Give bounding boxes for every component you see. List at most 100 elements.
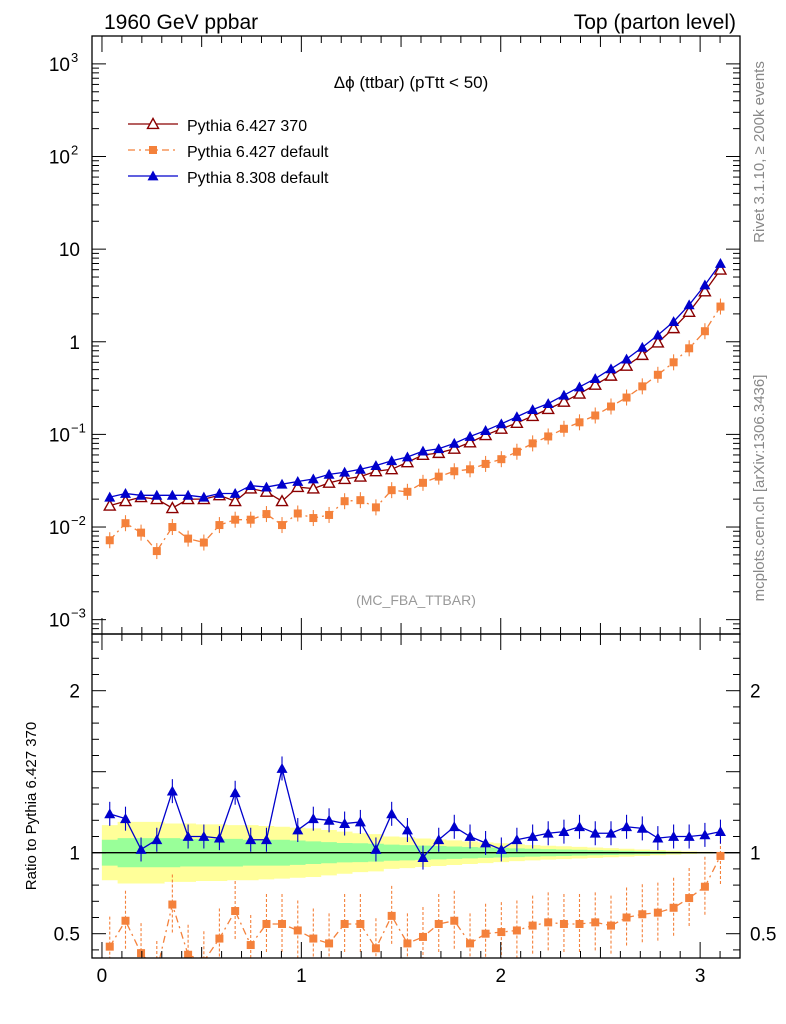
data-point — [558, 389, 570, 400]
ratio-point — [260, 834, 272, 845]
ratio-point — [591, 918, 600, 927]
data-point — [152, 547, 161, 556]
data-point — [103, 498, 117, 511]
ratio-axes: 0.5 0.5 1 1 2 2 0 1 2 3 — [54, 634, 776, 987]
ratio-point — [559, 919, 568, 928]
y-tick-label: 10 — [49, 518, 70, 539]
data-point — [713, 262, 728, 275]
ratio-point — [544, 918, 553, 927]
data-point — [215, 521, 224, 530]
ratio-point — [151, 834, 163, 845]
ratio-point — [589, 827, 601, 838]
ratio-data-layer — [92, 756, 740, 958]
data-point — [636, 341, 648, 352]
data-point — [293, 509, 302, 518]
process-label: Top (parton level) — [574, 11, 736, 34]
data-point — [481, 459, 490, 468]
ratio-point — [121, 916, 130, 925]
ratio-point — [481, 929, 490, 938]
y-tick-label: 1 — [69, 333, 80, 354]
ratio-point — [466, 939, 475, 948]
x-tick-label: 0 — [97, 966, 108, 987]
ratio-point — [340, 919, 349, 928]
data-point — [604, 368, 618, 381]
data-point — [433, 443, 445, 454]
ratio-point — [292, 824, 304, 835]
ratio-point — [104, 808, 116, 819]
data-point — [464, 430, 476, 441]
ratio-point — [699, 829, 711, 840]
ratio-y-tick-label-right: 2 — [750, 682, 761, 703]
data-point — [638, 382, 647, 391]
ratio-point — [323, 814, 335, 825]
ratio-point — [278, 919, 287, 928]
ratio-point — [184, 950, 193, 958]
ratio-point — [480, 837, 492, 848]
data-point — [683, 299, 695, 310]
ratio-line-0 — [109, 855, 722, 958]
ratio-point — [669, 903, 678, 912]
ratio-point — [309, 934, 318, 943]
data-point — [699, 279, 711, 290]
ratio-point — [105, 942, 114, 951]
series-1 — [105, 298, 725, 560]
data-point — [275, 494, 289, 507]
ratio-point — [622, 913, 631, 922]
y-tick-label: 10 — [49, 611, 70, 632]
ratio-point — [215, 934, 224, 943]
data-point — [105, 536, 114, 545]
ratio-panel: 0.5 0.5 1 1 2 2 0 1 2 3 Ratio to Pythia 6.427 370 — [23, 633, 776, 987]
watermark: (MC_FBA_TTBAR) — [356, 592, 476, 608]
series-line-1 — [109, 306, 722, 553]
ratio-point — [245, 834, 257, 845]
data-point — [698, 284, 712, 297]
data-point — [337, 472, 352, 485]
data-point — [137, 528, 146, 537]
data-point — [525, 409, 540, 422]
ratio-point — [575, 919, 584, 928]
ratio-point — [606, 921, 615, 930]
data-point — [417, 445, 429, 456]
data-point — [511, 411, 523, 422]
ratio-series-0 — [105, 825, 725, 958]
ratio-point — [652, 832, 664, 843]
data-point — [480, 425, 492, 435]
series-2 — [104, 257, 726, 502]
data-point — [104, 491, 116, 502]
data-point — [510, 415, 524, 429]
data-point — [371, 503, 380, 512]
ratio-point — [293, 926, 302, 935]
data-point — [527, 404, 539, 415]
ratio-point — [497, 928, 506, 937]
data-point — [575, 418, 584, 427]
ratio-point — [387, 911, 396, 920]
data-point — [291, 480, 305, 493]
data-point — [339, 466, 351, 477]
data-point — [605, 363, 617, 374]
data-point — [591, 411, 600, 420]
data-point — [340, 497, 349, 506]
ratio-point — [434, 919, 443, 928]
data-point — [400, 455, 415, 468]
rivet-version-label: Rivet 3.1.10, ≥ 200k events — [751, 61, 768, 243]
ratio-point — [527, 831, 539, 841]
ratio-point — [276, 762, 288, 773]
data-point — [166, 489, 178, 500]
data-point — [401, 451, 413, 462]
ratio-point — [356, 919, 365, 928]
data-point — [182, 489, 194, 500]
data-point — [512, 447, 521, 456]
data-point — [685, 344, 694, 353]
ratio-point — [448, 821, 460, 832]
ratio-point — [246, 941, 255, 950]
y-tick-label-exponent: 2 — [71, 143, 78, 158]
ratio-point — [339, 818, 351, 828]
data-point — [246, 515, 255, 524]
data-point — [544, 432, 553, 441]
ratio-y-tick-label: 2 — [69, 682, 80, 703]
data-point — [307, 473, 319, 484]
ratio-point — [528, 921, 537, 930]
y-tick-label: 10 — [49, 425, 70, 446]
data-point — [309, 514, 318, 523]
